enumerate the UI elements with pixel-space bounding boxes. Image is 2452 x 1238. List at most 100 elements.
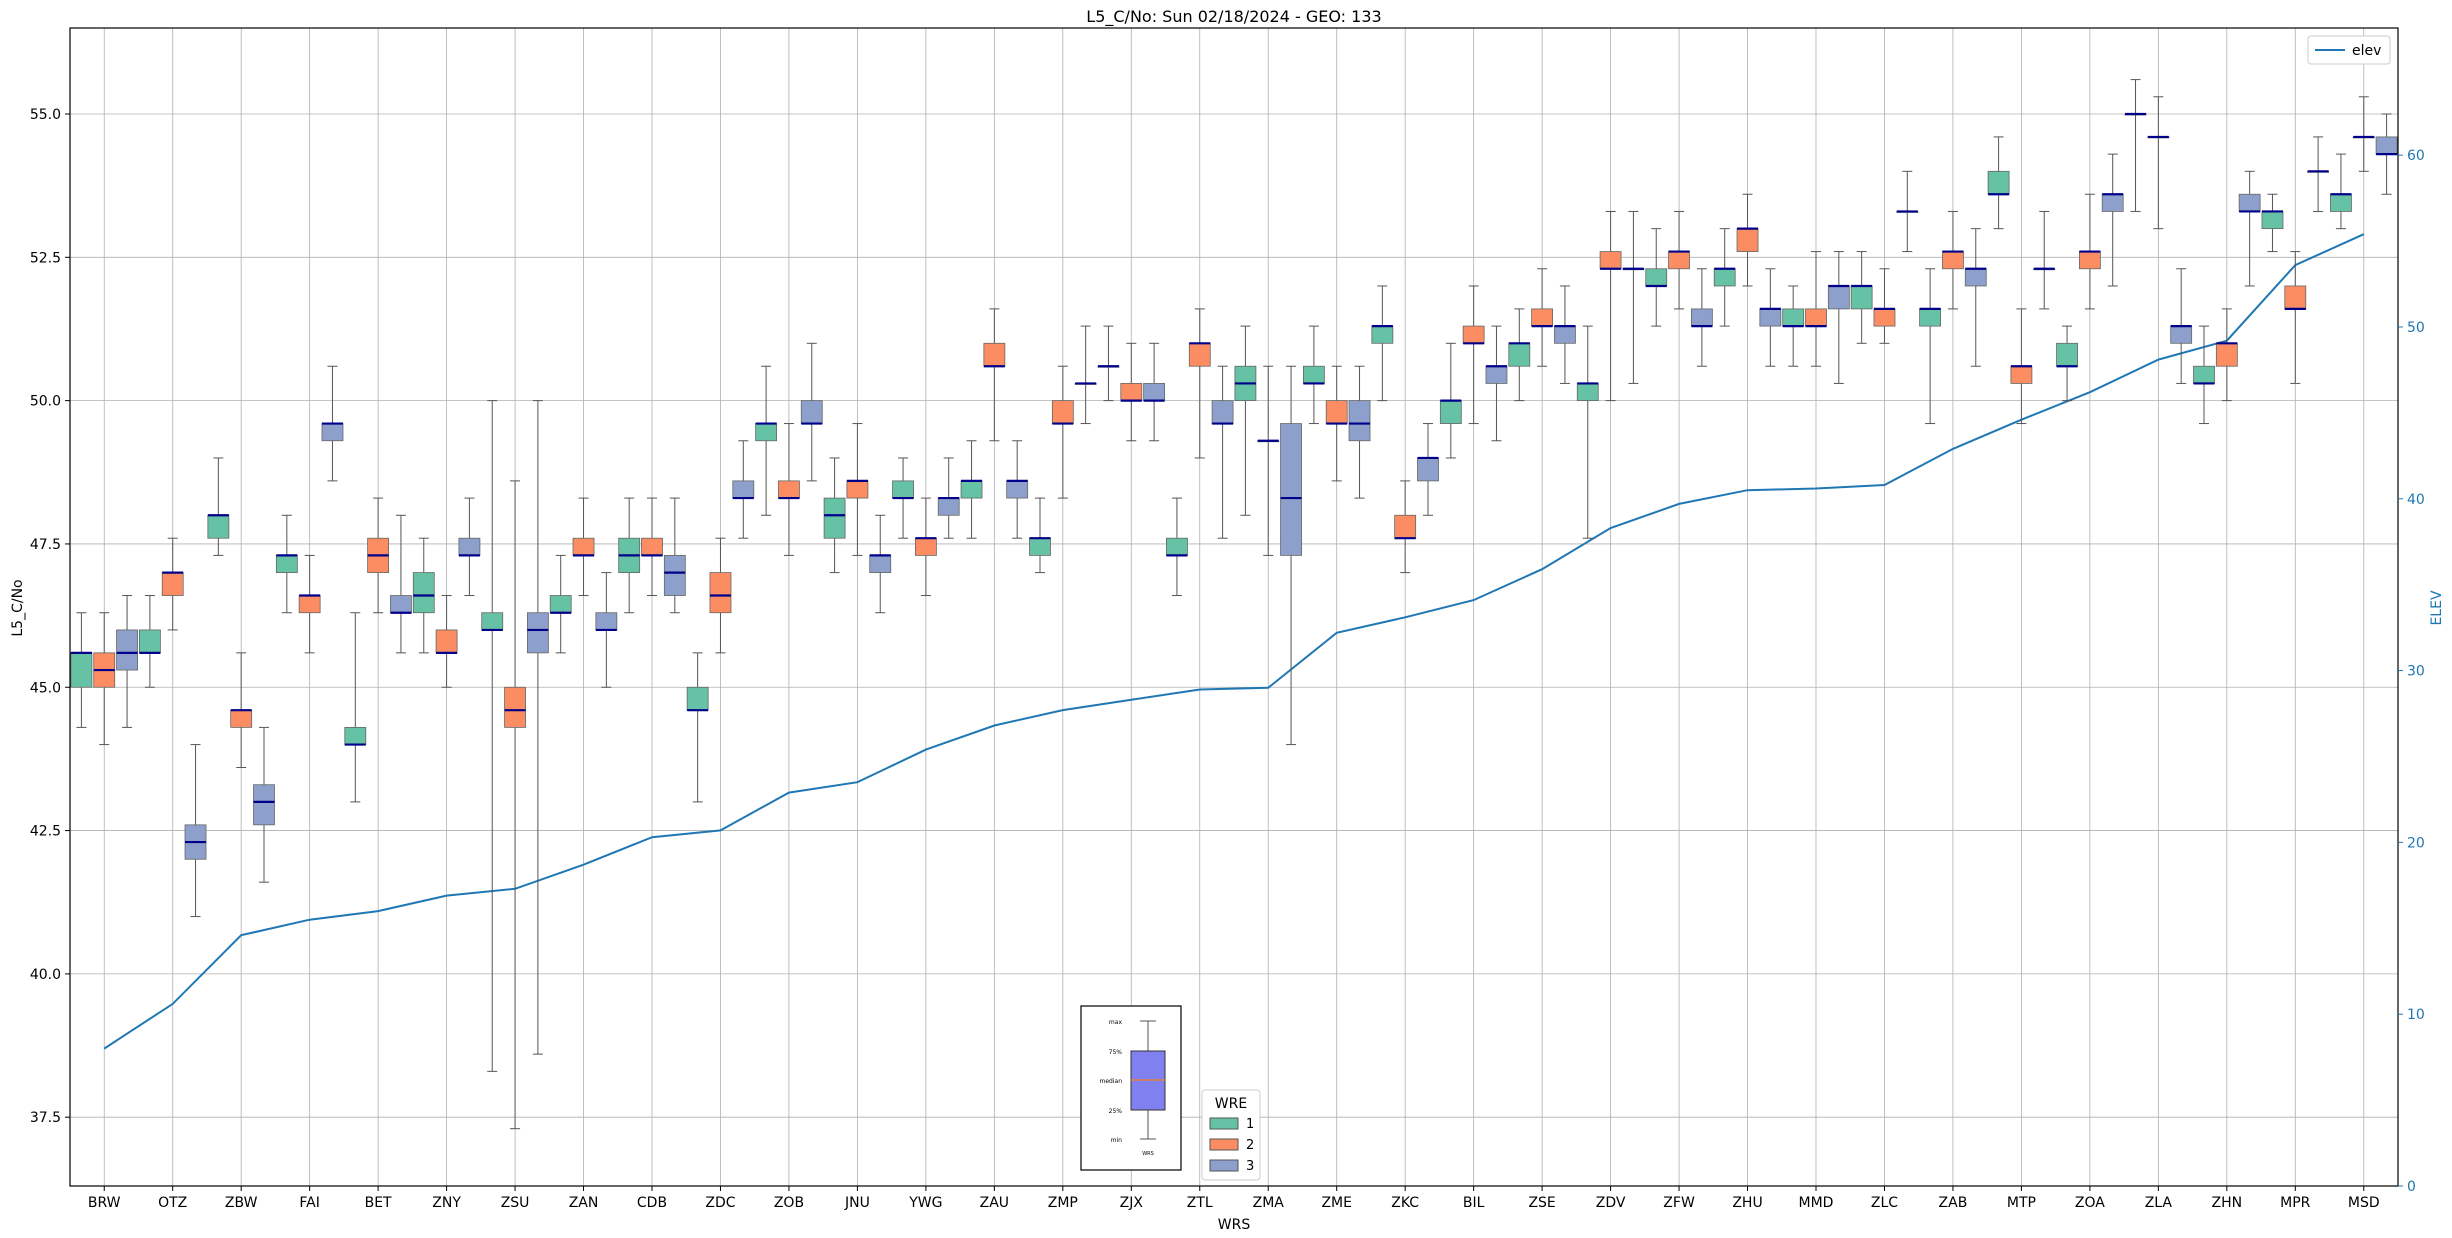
box-iqr bbox=[253, 784, 275, 826]
box-ZJX-wre2 bbox=[1120, 342, 1143, 442]
box-iqr bbox=[1280, 423, 1302, 556]
box-iqr bbox=[2170, 325, 2193, 344]
box-iqr bbox=[755, 423, 778, 442]
box-MMD-wre2 bbox=[1805, 251, 1827, 367]
box-iqr bbox=[1531, 308, 1554, 327]
box-MTP-wre2 bbox=[2010, 308, 2033, 425]
box-iqr bbox=[2261, 211, 2284, 230]
box-JNU-wre1 bbox=[823, 457, 846, 574]
box-FAI-wre1 bbox=[275, 514, 298, 614]
box-ZNY-wre1 bbox=[412, 537, 435, 654]
box-iqr bbox=[2330, 193, 2352, 212]
box-ZMP-wre3 bbox=[1074, 325, 1097, 425]
box-ZHN-wre2 bbox=[2215, 308, 2238, 402]
inset-xlabel: WRS bbox=[1142, 1151, 1154, 1157]
x-tick-label: ZHN bbox=[2212, 1195, 2243, 1211]
box-ZAN-wre1 bbox=[549, 554, 572, 654]
box-ZOB-wre3 bbox=[800, 342, 823, 482]
box-iqr bbox=[344, 726, 367, 745]
box-iqr bbox=[983, 342, 1006, 367]
boxplot-key-inset: max 75% median 25% min WRS bbox=[1080, 1005, 1182, 1171]
box-ZDV-wre2 bbox=[1599, 210, 1622, 402]
x-tick-label: ZOB bbox=[774, 1195, 804, 1211]
box-ZDC-wre1 bbox=[686, 652, 709, 803]
box-BET-wre2 bbox=[367, 497, 390, 614]
box-ZLC-wre2 bbox=[1873, 268, 1896, 344]
box-iqr bbox=[2101, 193, 2124, 212]
box-ZSE-wre3 bbox=[1554, 285, 1576, 384]
x-tick-label: ZLA bbox=[2145, 1195, 2173, 1211]
x-tick-label: MMD bbox=[1799, 1195, 1834, 1211]
inset-label-q3: 75% bbox=[1109, 1049, 1123, 1056]
x-tick-label: ZDC bbox=[705, 1195, 735, 1211]
box-FAI-wre2 bbox=[298, 554, 321, 654]
x-tick-label: MTP bbox=[2007, 1195, 2036, 1211]
box-ZLC-wre1 bbox=[1850, 251, 1873, 344]
y2-axis-ticks: 0 10 20 30 40 50 60 bbox=[2398, 148, 2425, 1195]
box-iqr bbox=[937, 497, 960, 516]
x-tick-label: ZSE bbox=[1528, 1195, 1555, 1211]
box-CDB-wre3 bbox=[663, 497, 686, 614]
box-ZSE-wre1 bbox=[1508, 308, 1531, 402]
box-JNU-wre3 bbox=[869, 514, 892, 614]
box-iqr bbox=[1645, 268, 1668, 287]
box-iqr bbox=[70, 652, 93, 688]
x-axis-ticks: BRW OTZ ZBW FAI BET ZNY ZSU ZAN CDB ZDC ZOB JNU YWG Z… bbox=[88, 1186, 2380, 1211]
box-iqr bbox=[161, 572, 184, 596]
box-iqr bbox=[1485, 365, 1508, 384]
box-iqr bbox=[823, 497, 846, 539]
box-iqr bbox=[1051, 400, 1074, 424]
box-iqr bbox=[1302, 365, 1325, 384]
box-CDB-wre2 bbox=[641, 497, 663, 597]
box-iqr bbox=[1554, 325, 1576, 344]
box-iqr bbox=[1987, 170, 2010, 195]
box-iqr bbox=[412, 572, 435, 614]
box-OTZ-wre3 bbox=[184, 744, 207, 918]
box-iqr bbox=[1325, 400, 1348, 424]
box-BIL-wre3 bbox=[1485, 325, 1508, 442]
box-iqr bbox=[2375, 136, 2398, 155]
box-iqr bbox=[2215, 342, 2238, 367]
box-iqr bbox=[846, 480, 869, 499]
box-iqr bbox=[732, 480, 755, 499]
x-tick-label: ZDV bbox=[1596, 1195, 1626, 1211]
box-iqr bbox=[1394, 514, 1417, 539]
box-iqr bbox=[1713, 268, 1736, 287]
box-iqr bbox=[1029, 537, 1051, 556]
box-ZOA-wre1 bbox=[2056, 325, 2078, 402]
box-iqr bbox=[1120, 383, 1143, 402]
wre-label-1: 1 bbox=[1246, 1117, 1254, 1132]
inset-label-q1: 25% bbox=[1109, 1108, 1123, 1115]
box-BRW-wre2 bbox=[93, 612, 116, 746]
box-iqr bbox=[1576, 383, 1599, 402]
box-iqr bbox=[1805, 308, 1827, 327]
box-iqr bbox=[686, 686, 709, 711]
box-BRW-wre1 bbox=[70, 612, 93, 728]
x-tick-label: YWG bbox=[908, 1195, 942, 1211]
box-iqr bbox=[1850, 285, 1873, 310]
y-axis-ticks: 37.5 40.0 42.5 45.0 47.5 50.0 52.5 55.0 bbox=[30, 107, 70, 1126]
wre-swatch-3 bbox=[1209, 1159, 1239, 1172]
box-ZHN-wre3 bbox=[2238, 170, 2261, 287]
box-iqr bbox=[1873, 308, 1896, 327]
box-iqr bbox=[1439, 400, 1462, 424]
wre-swatch-2 bbox=[1209, 1138, 1239, 1151]
wre-legend: WRE 1 2 3 bbox=[1201, 1089, 1261, 1181]
box-OTZ-wre2 bbox=[161, 537, 184, 631]
elev-series-line bbox=[103, 233, 2365, 1050]
x-tick-label: ZHU bbox=[1732, 1195, 1762, 1211]
y-tick-label: 52.5 bbox=[30, 250, 61, 266]
x-tick-label: ZMA bbox=[1253, 1195, 1285, 1211]
box-ZAU-wre1 bbox=[960, 440, 983, 539]
box-iqr bbox=[549, 595, 572, 614]
box-BET-wre3 bbox=[390, 514, 412, 654]
box-iqr bbox=[1348, 400, 1371, 442]
y-tick-label: 45.0 bbox=[30, 680, 61, 696]
y-tick-label: 55.0 bbox=[30, 107, 61, 123]
box-iqr bbox=[869, 555, 892, 574]
box-ZBW-wre3 bbox=[253, 726, 275, 883]
box-YWG-wre1 bbox=[892, 457, 914, 539]
box-iqr bbox=[1188, 342, 1211, 367]
box-ZAB-wre2 bbox=[1942, 210, 1964, 310]
